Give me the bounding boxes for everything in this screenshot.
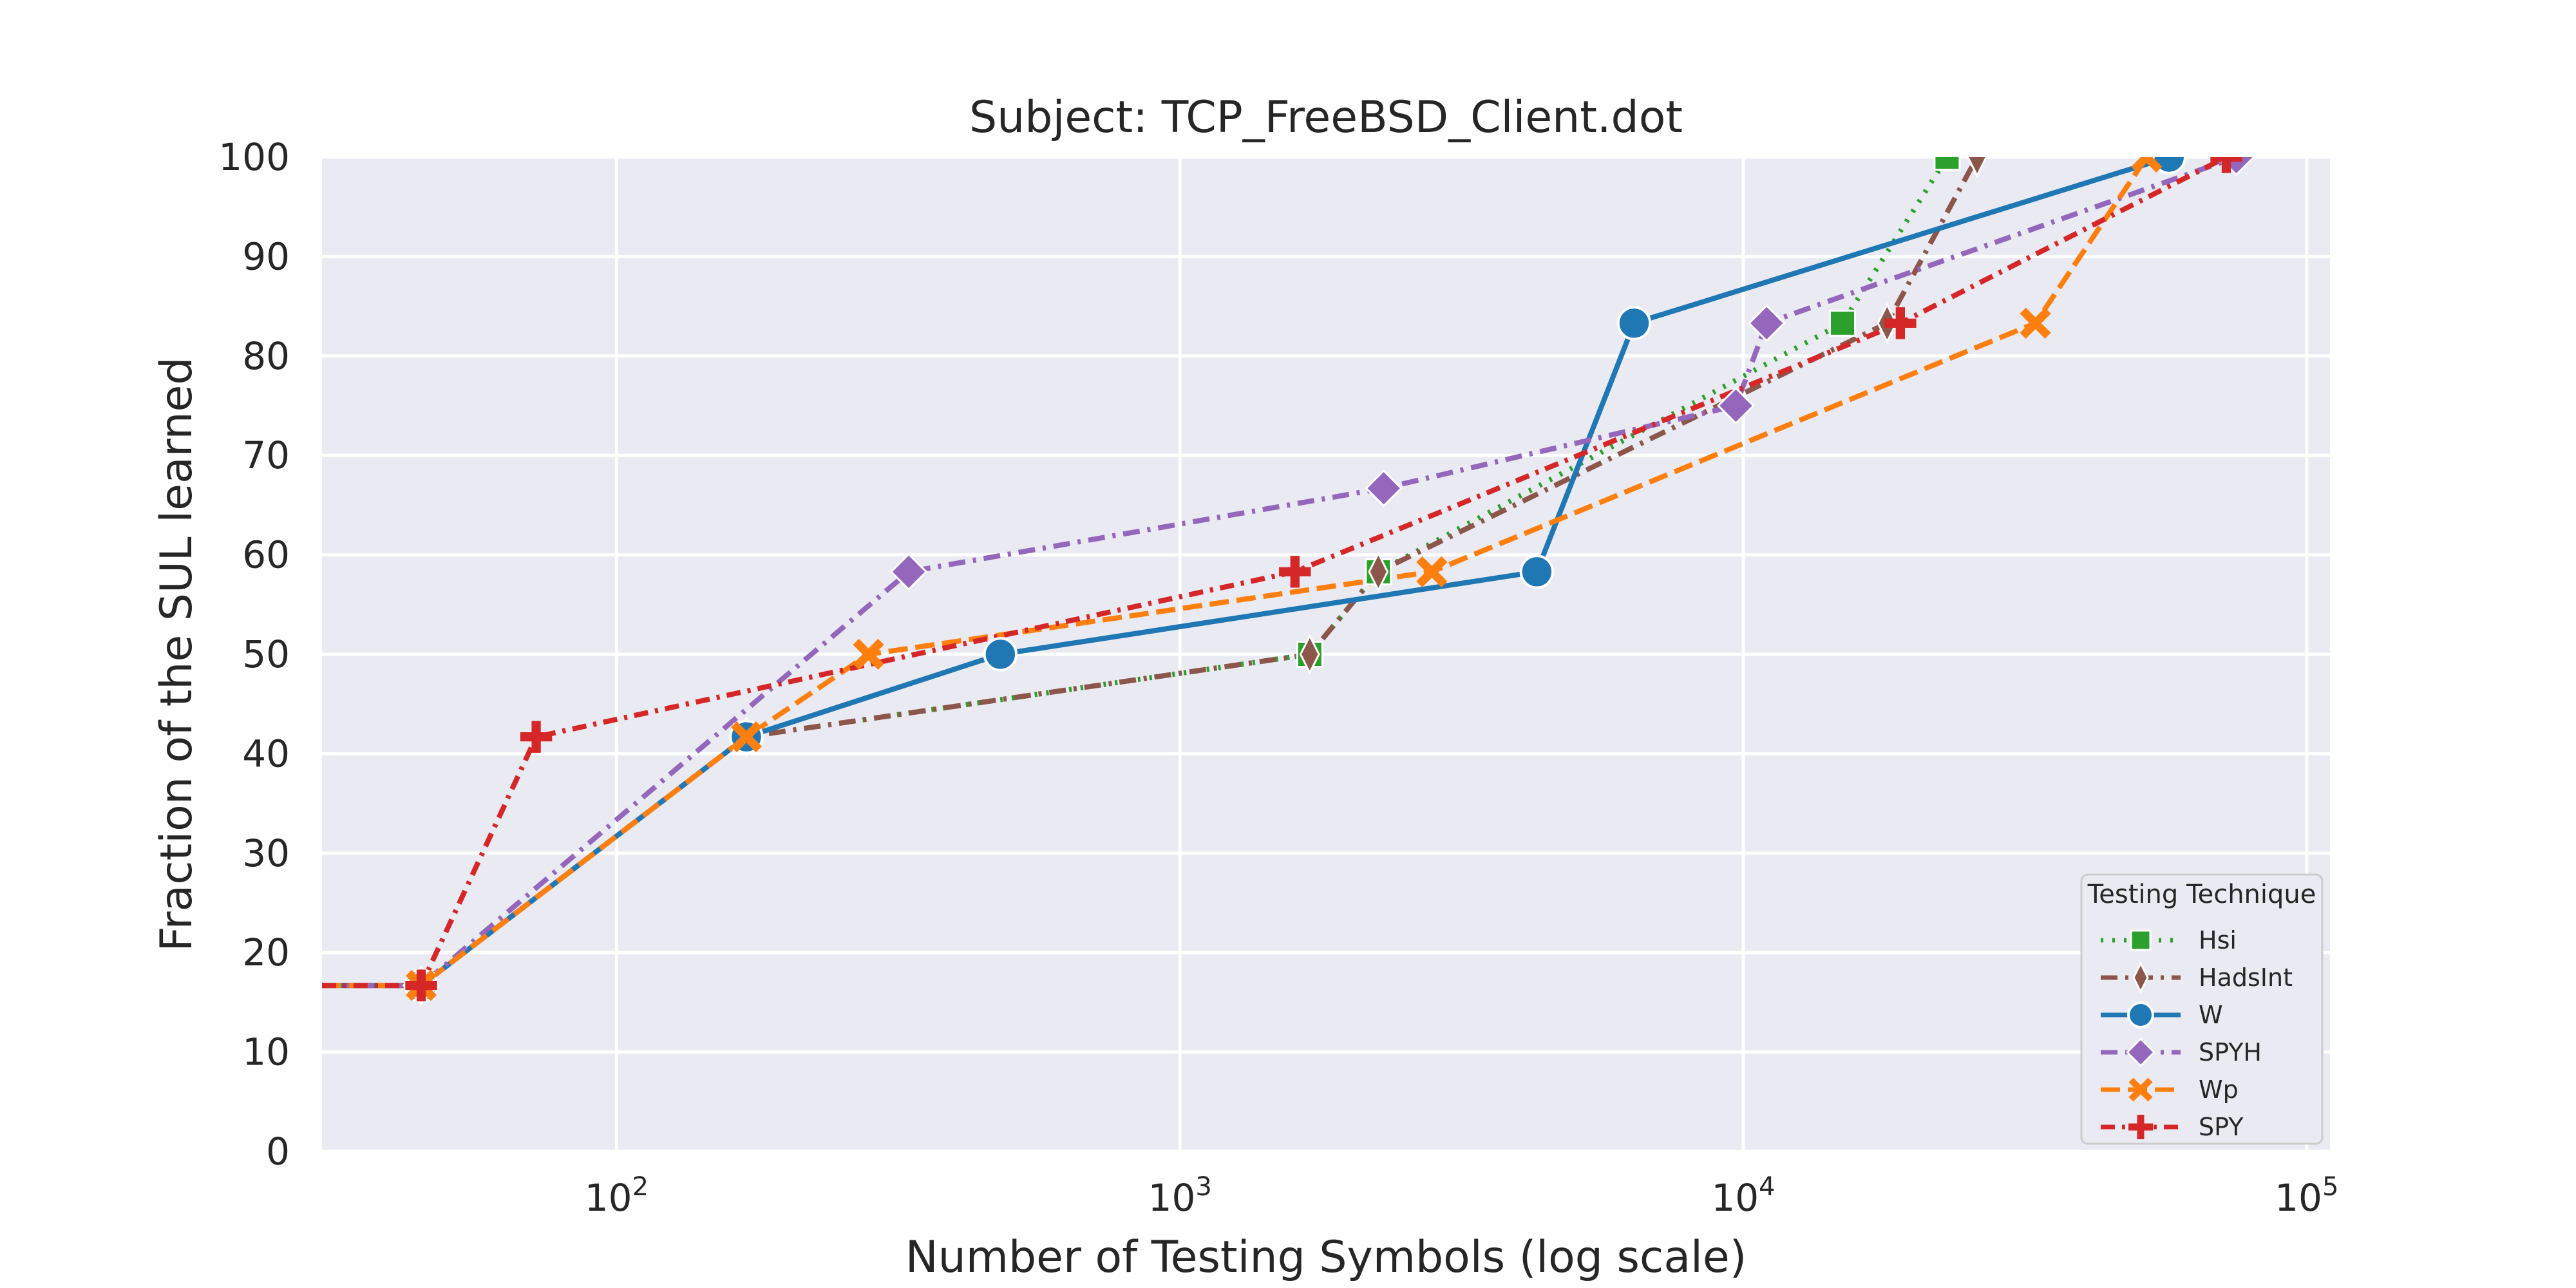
legend-marker-spy [2128, 1115, 2153, 1139]
legend-items: Hsi HadsInt W SPYH Wp SPY [2101, 926, 2293, 1141]
legend-marker-hsi [2130, 929, 2152, 951]
y-tick-label: 0 [266, 1130, 290, 1173]
legend-title: Testing Technique [2087, 880, 2316, 909]
y-tick-label: 80 [242, 334, 290, 378]
y-tick-label: 50 [242, 632, 290, 676]
y-tick-label: 100 [218, 135, 290, 179]
legend-item-spyh: SPYH [2101, 1037, 2262, 1068]
x-tick-label: 105 [2275, 1172, 2338, 1220]
series-markers [402, 157, 2255, 1007]
data-point-hsi [1933, 157, 1961, 171]
legend-marker-hadsint [2132, 961, 2149, 994]
data-point-spy [1884, 307, 1917, 339]
data-point-spy [520, 721, 553, 753]
data-point-w [1616, 306, 1652, 341]
legend-item-wp: Wp [2101, 1075, 2239, 1104]
y-tick-label: 30 [242, 831, 290, 875]
legend: Testing Technique Hsi HadsInt W SPYH Wp SPY [2080, 873, 2324, 1145]
x-tick-label: 103 [1148, 1172, 1212, 1220]
x-tick-labels: 102 103 104 105 [585, 1172, 2339, 1220]
data-point-spyh [1717, 386, 1755, 425]
data-point-wp [853, 638, 884, 670]
y-tick-label: 20 [242, 931, 290, 974]
data-point-spy [1279, 556, 1311, 588]
y-tick-label: 60 [242, 533, 290, 577]
data-point-wp [2020, 307, 2051, 339]
y-tick-label: 90 [242, 234, 290, 278]
x-axis-title: Number of Testing Symbols (log scale) [905, 1232, 1747, 1283]
data-point-hsi [1829, 309, 1857, 337]
data-point-w [1519, 554, 1555, 589]
gridlines [322, 155, 2330, 1153]
legend-item-hadsint: HadsInt [2101, 961, 2293, 994]
legend-label-hsi: Hsi [2199, 926, 2237, 954]
legend-label-spy: SPY [2199, 1113, 2244, 1141]
y-tick-labels: 0 10 20 30 40 50 60 70 80 90 100 [218, 135, 290, 1173]
data-point-spy [405, 969, 437, 1001]
data-point-w [2152, 157, 2186, 175]
data-point-spyh [1365, 469, 1403, 507]
data-point-spyh [1747, 304, 1786, 343]
data-point-spyh [889, 553, 928, 591]
y-tick-label: 40 [242, 732, 290, 775]
y-axis-title: Fraction of the SUL learned [151, 357, 202, 951]
legend-marker-spyh [2125, 1037, 2156, 1068]
legend-marker-wp [2128, 1077, 2153, 1102]
x-tick-label: 104 [1711, 1172, 1775, 1220]
y-tick-label: 10 [242, 1030, 290, 1074]
data-point-wp [730, 721, 762, 753]
data-point-hadsint [1368, 551, 1389, 592]
legend-item-hsi: Hsi [2101, 926, 2237, 954]
data-point-hadsint [1299, 634, 1320, 675]
legend-label-spyh: SPYH [2199, 1038, 2262, 1066]
legend-label-wp: Wp [2199, 1075, 2239, 1104]
data-point-spy [2210, 157, 2242, 173]
legend-marker-w [2127, 1001, 2154, 1028]
legend-item-spy: SPY [2101, 1113, 2244, 1141]
chart-title: Subject: TCP_FreeBSD_Client.dot [969, 92, 1683, 143]
y-tick-label: 70 [242, 433, 290, 477]
data-point-hadsint [1967, 157, 1987, 178]
series-line-spy [322, 157, 2228, 989]
data-point-w [983, 637, 1018, 672]
legend-label-hadsint: HadsInt [2199, 963, 2293, 992]
legend-item-w: W [2101, 1001, 2223, 1029]
x-tick-label: 102 [585, 1172, 649, 1220]
data-point-wp [2131, 157, 2163, 173]
data-point-wp [1416, 556, 1448, 587]
legend-label-w: W [2199, 1001, 2223, 1029]
